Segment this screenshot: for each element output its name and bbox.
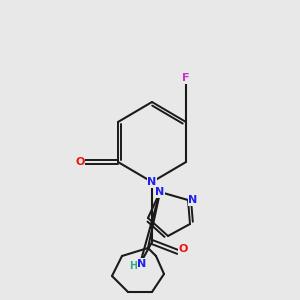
Text: F: F [182,73,190,83]
Text: O: O [178,244,188,254]
Text: N: N [147,177,157,187]
Text: H: H [129,261,137,271]
Text: O: O [75,157,85,167]
Text: N: N [188,195,198,205]
Text: N: N [137,259,147,269]
Text: N: N [155,187,165,197]
